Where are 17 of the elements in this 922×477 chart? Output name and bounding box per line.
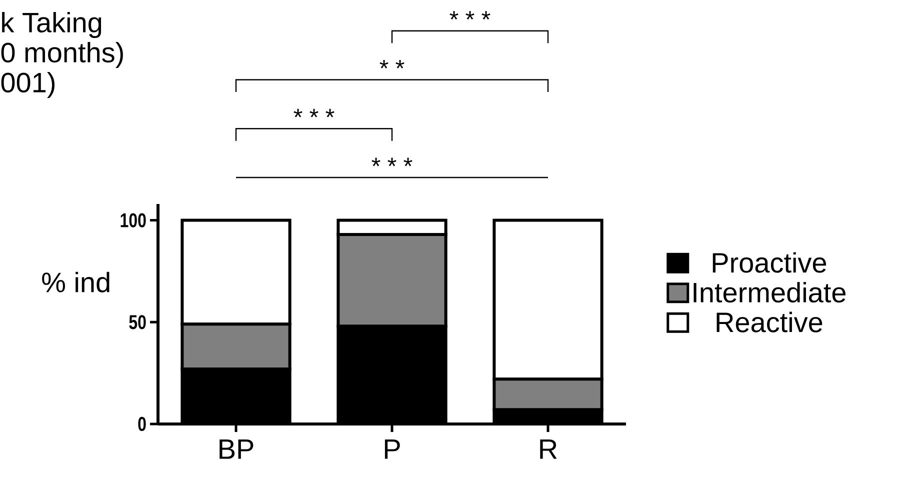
text: k Taking (2, 12, 102, 38)
text: 001) (1, 72, 55, 98)
y-axis-title: % ind (42, 272, 110, 292)
legend-label: Proactive (712, 252, 826, 273)
y-tick-label: 50 (129, 315, 146, 330)
text: * * (380, 60, 404, 68)
x-tick-label: BP (220, 440, 254, 459)
x-tick-label: P (384, 440, 400, 459)
y-tick-label: 0 (138, 416, 146, 432)
text: * * * (294, 108, 334, 118)
legend-label: Reactive (716, 312, 822, 332)
x-tick-label: R (540, 440, 557, 459)
text: * * * (450, 11, 490, 20)
legend-label: Intermediate (694, 282, 846, 303)
y-tick-label: 100 (120, 213, 146, 228)
text: * * * (372, 158, 412, 166)
text: 0 months) (1, 42, 123, 68)
